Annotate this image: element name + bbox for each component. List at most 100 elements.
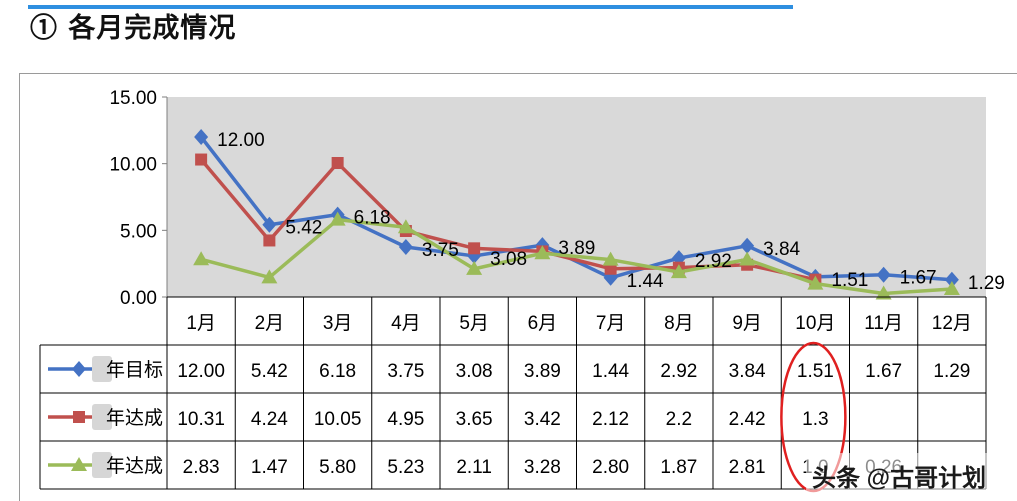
table-cell: 1.3	[802, 409, 828, 430]
table-cell: 4.24	[251, 409, 288, 430]
table-cell: 3.75	[387, 361, 424, 382]
table-cell: 3.89	[524, 361, 561, 382]
table-cell: 10.31	[177, 409, 225, 430]
data-label: 3.89	[558, 238, 595, 259]
watermark: 头条 @古哥计划	[812, 465, 986, 492]
data-label: 1.51	[831, 270, 868, 291]
masked-text	[92, 404, 112, 430]
table-cell: 2.92	[660, 361, 697, 382]
y-tick-label: 10.00	[109, 155, 157, 176]
masked-text	[92, 356, 112, 382]
legend-key-marker	[73, 411, 85, 423]
legend-key-marker	[72, 361, 86, 377]
data-point	[193, 251, 210, 266]
chart-frame	[19, 73, 1017, 501]
data-label: 2.92	[695, 251, 732, 272]
category-label: 12月	[932, 313, 972, 334]
data-point	[466, 260, 483, 275]
data-point	[263, 234, 276, 247]
y-tick-label: 15.00	[109, 88, 157, 109]
series-lines	[193, 129, 960, 300]
series-group	[193, 211, 960, 300]
table-cell: 1.44	[592, 361, 629, 382]
data-point	[534, 245, 551, 260]
table-cell: 3.28	[524, 457, 561, 478]
table-cell: 1.87	[660, 457, 697, 478]
table-cell: 2.12	[592, 409, 629, 430]
data-point	[261, 269, 278, 284]
table-cell: 10.05	[314, 409, 362, 430]
table-cell: 3.42	[524, 409, 561, 430]
data-point	[262, 216, 277, 233]
y-tick-label: 5.00	[120, 221, 157, 242]
data-label: 3.08	[490, 249, 527, 270]
data-label: 1.67	[900, 268, 937, 289]
table-cell: 2.83	[183, 457, 220, 478]
table-cell: 1.51	[797, 361, 834, 382]
data-point	[670, 264, 687, 279]
data-point	[943, 281, 960, 295]
category-label: 3月	[323, 313, 353, 334]
category-label: 8月	[664, 313, 694, 334]
data-point	[740, 237, 755, 254]
table-cell: 3.08	[456, 361, 493, 382]
data-point	[331, 157, 344, 169]
watermark-backdrop	[806, 453, 1012, 495]
data-point	[739, 251, 756, 266]
legend-label: 年达成	[106, 407, 163, 429]
table-cell: 12.00	[177, 361, 225, 382]
table-cell: 2.11	[456, 457, 492, 478]
category-label: 5月	[459, 313, 489, 334]
table-cell: 5.80	[319, 457, 356, 478]
series-line	[200, 217, 952, 296]
plot-area	[167, 97, 986, 297]
legend-label: 年目标	[106, 359, 163, 381]
category-label: 9月	[732, 313, 762, 334]
table-cell: 2.42	[729, 409, 766, 430]
category-label: 1月	[186, 313, 216, 334]
category-label: 2月	[255, 313, 285, 334]
masked-text	[92, 452, 112, 478]
title-underline	[28, 5, 793, 9]
section-title: ① 各月完成情况	[30, 13, 237, 44]
table-cell: 1.47	[251, 457, 288, 478]
data-point	[397, 219, 414, 234]
table-cell: 4.95	[387, 409, 424, 430]
table-cell: 2.80	[592, 457, 629, 478]
annotations: 头条 @古哥计划	[780, 341, 1012, 495]
data-labels: 12.00 5.42 6.18 3.75 3.08 3.89 1.44 2.92 3.84 1.5…	[217, 130, 1005, 294]
data-label: 1.44	[627, 271, 664, 292]
table-cell: 2.2	[666, 409, 692, 430]
data-label: 12.00	[217, 130, 265, 151]
data-point	[329, 211, 346, 226]
data-label: 3.75	[422, 240, 459, 261]
category-label: 6月	[528, 313, 558, 334]
legend-label: 年达成	[106, 455, 163, 477]
data-label: 3.84	[763, 239, 800, 260]
table-cell: 6.18	[319, 361, 356, 382]
category-label: 10月	[795, 313, 835, 334]
data-point	[468, 242, 481, 255]
table-cell: 1.29	[933, 361, 970, 382]
data-label: 5.42	[285, 218, 322, 239]
data-label: 6.18	[354, 208, 391, 229]
category-label: 7月	[596, 313, 626, 334]
y-tick-label: 0.00	[120, 288, 157, 309]
data-label: 1.29	[968, 273, 1005, 294]
category-label: 11月	[864, 313, 903, 334]
table-cell: 5.42	[251, 361, 288, 382]
table-cell: 5.23	[387, 457, 424, 478]
table-cell: 2.81	[729, 457, 766, 478]
data-point	[194, 129, 209, 145]
data-point	[604, 262, 617, 275]
table-cell: 3.84	[729, 361, 766, 382]
data-point	[876, 266, 891, 283]
data-point	[195, 153, 208, 166]
data-point	[602, 251, 619, 266]
table-cell: 1.67	[865, 361, 902, 382]
y-axis: 15.00 10.00 5.00 0.00	[109, 88, 168, 309]
data-point	[398, 239, 413, 255]
data-point	[807, 275, 824, 290]
